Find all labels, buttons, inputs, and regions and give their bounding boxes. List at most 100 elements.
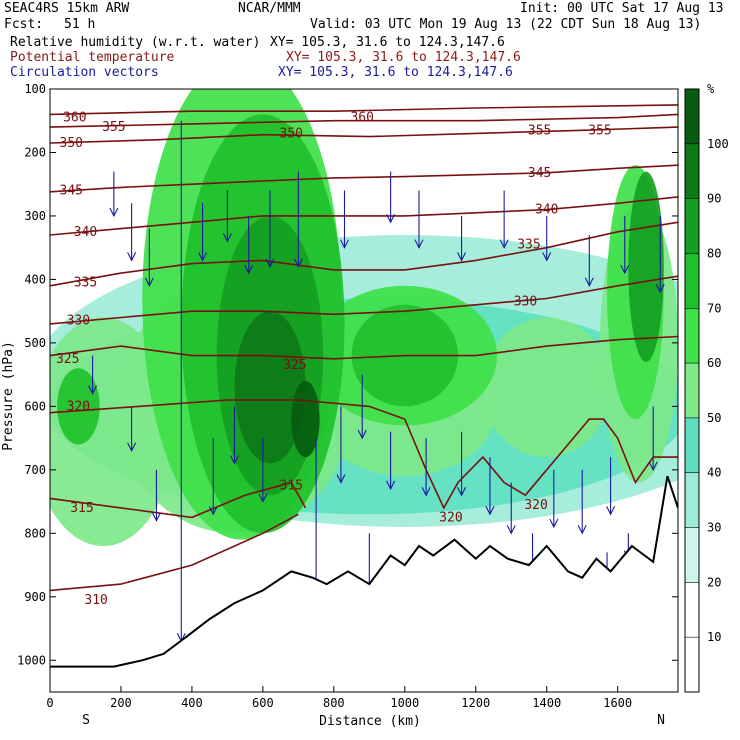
wind-vector-18	[499, 190, 509, 249]
wind-vector-16	[414, 190, 424, 249]
theta-contour-335	[50, 221, 678, 287]
theta-label-350-1: 350	[280, 126, 303, 141]
wind-vector-20	[584, 234, 594, 287]
wind-vector-10	[222, 190, 232, 243]
theta-contour-360	[50, 104, 678, 116]
wind-vector-23	[88, 355, 98, 395]
y-tick-label: 700	[24, 463, 46, 477]
wind-vector-11	[244, 215, 254, 275]
wind-vector-head	[414, 239, 424, 249]
wind-vector-head	[542, 252, 552, 262]
wind-vector-head	[421, 486, 431, 497]
y-tick-label: 400	[24, 272, 46, 286]
theta-label-355-2: 355	[588, 123, 611, 138]
x-axis: 0 200 400 600 800 1000 1200 1400 1600	[46, 686, 632, 710]
theta-label-340-1: 340	[535, 203, 558, 218]
colorbar-tick-label: 40	[707, 466, 721, 480]
colorbar-segment	[685, 582, 699, 638]
wind-vector-28	[258, 438, 268, 503]
theta-label-355-0: 355	[102, 120, 125, 135]
wind-vector-13	[293, 171, 303, 268]
wind-vector-31	[386, 431, 396, 491]
wind-vector-head	[606, 506, 616, 516]
theta-label-335-0: 335	[74, 276, 97, 291]
rh-region-5	[482, 317, 611, 458]
wind-vector-39	[648, 406, 658, 472]
colorbar-tick-label: 10	[707, 630, 721, 644]
terrain	[50, 475, 678, 692]
theta-contour-340	[50, 196, 678, 236]
colorbar-tick-label: 70	[707, 301, 721, 315]
y-tick-label: 1000	[17, 653, 46, 667]
wind-vector-38	[606, 457, 616, 516]
wind-vector-34	[485, 457, 495, 516]
wind-vector-head	[265, 258, 275, 268]
y-tick-label: 300	[24, 209, 46, 223]
y-tick-label: 900	[24, 590, 46, 604]
x-tick-label: 1600	[603, 696, 632, 710]
x-end-label-north: N	[657, 713, 665, 728]
model-label: SEAC4RS 15km ARW	[4, 1, 130, 16]
theta-label-320-0: 320	[67, 399, 90, 414]
wind-vector-head	[584, 277, 594, 287]
wind-vector-7	[127, 203, 137, 262]
plot-frame	[49, 88, 679, 693]
wind-vector-32	[421, 438, 431, 497]
colorbar: 10 20 30 40 50 60 70 80 90 100%	[684, 82, 729, 693]
wind-vector-9	[198, 203, 208, 262]
y-tick-label: 500	[24, 336, 46, 350]
wind-vector-head	[127, 442, 137, 453]
theta-label-320-2: 320	[524, 498, 547, 513]
wind-vector-head	[198, 252, 208, 262]
y-tick-label: 600	[24, 399, 46, 413]
colorbar-segment	[685, 89, 699, 144]
wind-vector-head	[457, 252, 467, 262]
rh-region-16	[291, 380, 320, 458]
y-axis: 100 200 300 400 500 600 700 800 900 1000	[17, 82, 678, 667]
colorbar-tick-label: 80	[707, 246, 721, 260]
wind-vector-head	[339, 239, 349, 249]
theta-label-345-1: 345	[528, 166, 551, 181]
wind-vector-37	[577, 469, 587, 535]
colorbar-segment	[685, 143, 699, 199]
field-rh-name: Relative humidity (w.r.t. water)	[10, 35, 261, 50]
wind-vector-head	[244, 264, 254, 275]
theta-label-315-0: 315	[70, 501, 93, 516]
theta-contour-315	[50, 481, 307, 519]
wind-vector-head	[655, 283, 665, 294]
theta-label-360-1: 360	[350, 111, 373, 126]
terrain-line	[50, 475, 678, 668]
field-theta-xy: XY= 105.3, 31.6 to 124.3,147.6	[286, 50, 521, 65]
wind-vector-head	[577, 525, 587, 535]
wind-vector-head	[336, 474, 346, 484]
wind-vector-head	[499, 239, 509, 249]
wind-vector-head	[457, 486, 467, 497]
colorbar-segment	[685, 363, 699, 418]
x-tick-label: 600	[252, 696, 274, 710]
org-label: NCAR/MMM	[238, 1, 301, 16]
wind-vector-head	[549, 518, 559, 529]
theta-label-355-1: 355	[528, 123, 551, 138]
field-vectors-name: Circulation vectors	[10, 65, 159, 80]
wind-vector-head	[88, 385, 98, 395]
colorbar-segment	[685, 527, 699, 583]
wind-vector-head	[485, 506, 495, 516]
x-tick-label: 200	[110, 696, 132, 710]
x-tick-label: 1400	[532, 696, 561, 710]
theta-contour-350	[50, 126, 678, 144]
colorbar-segment	[685, 472, 699, 528]
colorbar-segment	[685, 417, 699, 473]
wind-vector-25	[151, 469, 161, 522]
wind-vector-21	[620, 215, 630, 275]
theta-label-330-1: 330	[514, 295, 537, 310]
wind-vector-head	[208, 506, 218, 516]
wind-vector-29	[336, 406, 346, 484]
rh-region-15	[234, 311, 306, 464]
wind-vector-6	[109, 171, 119, 218]
colorbar-tick-label: 20	[707, 575, 721, 589]
colorbar-tick-label: 30	[707, 521, 721, 535]
theta-label-315-1: 315	[280, 479, 303, 494]
colorbar-tick-label: 100	[707, 137, 729, 151]
